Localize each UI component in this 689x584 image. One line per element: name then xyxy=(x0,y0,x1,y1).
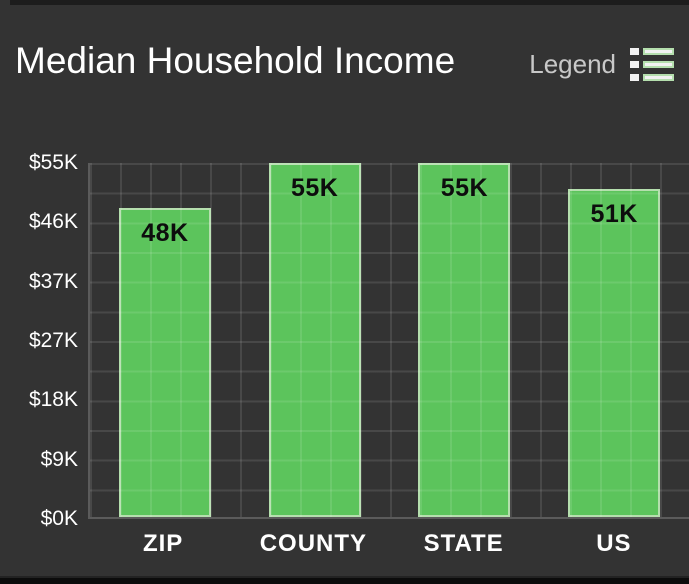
legend-list-icon xyxy=(630,48,674,81)
bar-us[interactable]: 51K xyxy=(568,188,661,517)
bar-slot-county: 55K xyxy=(240,163,390,517)
bar-value-label: 48K xyxy=(141,219,189,248)
x-axis: ZIP COUNTY STATE US xyxy=(88,530,689,558)
bar-slot-us: 51K xyxy=(539,163,689,517)
legend-control[interactable]: Legend xyxy=(529,48,674,81)
bar-slot-zip: 48K xyxy=(90,163,240,517)
bar-slot-state: 55K xyxy=(390,163,540,517)
y-axis: $55K $46K $37K $27K $18K $9K $0K xyxy=(0,151,78,530)
x-axis-label-zip: ZIP xyxy=(142,530,184,557)
bar-value-label: 55K xyxy=(290,174,339,202)
y-axis-tick-label: $55K xyxy=(28,151,78,174)
y-axis-tick-label: $0K xyxy=(40,507,78,530)
y-axis-tick-label: $9K xyxy=(40,448,78,471)
plot-area: 48K 55K 55K 51K xyxy=(88,163,689,519)
chart-title: Median Household Income xyxy=(15,40,456,81)
x-axis-label-state: STATE xyxy=(423,530,504,557)
y-axis-tick-label: $46K xyxy=(28,210,78,233)
bar-value-label: 51K xyxy=(590,199,638,228)
y-axis-tick-label: $18K xyxy=(28,388,78,411)
y-axis-tick-label: $37K xyxy=(28,270,78,293)
window-bottom-strip xyxy=(0,576,689,584)
bars-row: 48K 55K 55K 51K xyxy=(90,163,689,517)
bar-value-label: 55K xyxy=(440,174,489,202)
bar-state[interactable]: 55K xyxy=(418,163,511,517)
bar-zip[interactable]: 48K xyxy=(118,208,211,517)
window-top-strip xyxy=(10,0,689,5)
x-axis-label-county: COUNTY xyxy=(259,530,368,557)
legend-label: Legend xyxy=(529,49,616,79)
bar-county[interactable]: 55K xyxy=(268,163,361,517)
x-axis-label-us: US xyxy=(596,530,632,557)
y-axis-tick-label: $27K xyxy=(28,329,78,352)
